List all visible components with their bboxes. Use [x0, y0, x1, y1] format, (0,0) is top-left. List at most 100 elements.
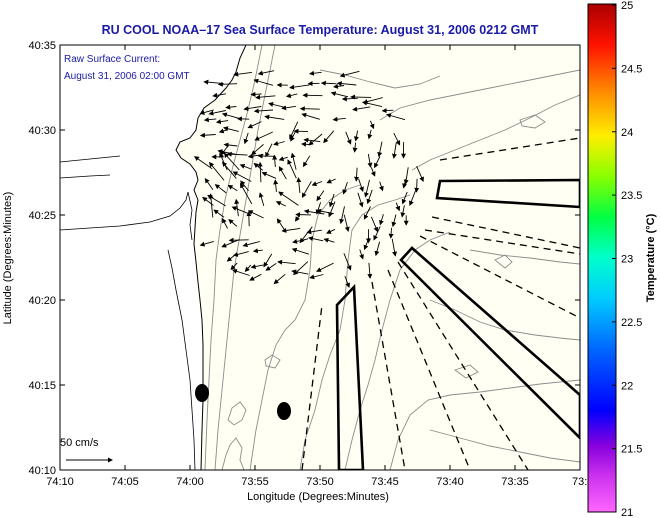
current-vector — [281, 227, 301, 233]
marker-buoy-1 — [195, 384, 209, 402]
current-vector — [370, 216, 379, 233]
current-vector — [330, 91, 349, 98]
x-tick-label: 73:45 — [371, 476, 399, 488]
current-vector — [208, 110, 226, 116]
current-vector — [208, 193, 214, 218]
current-vector — [403, 167, 409, 185]
current-vector — [265, 263, 277, 271]
colorbar-tick-label: 21 — [621, 507, 633, 518]
current-vector — [332, 116, 346, 122]
vector-scale-label: 50 cm/s — [60, 437, 99, 449]
current-vector — [272, 154, 278, 167]
current-vector — [359, 249, 364, 260]
current-vector — [328, 193, 335, 208]
x-axis: 74:10 74:05 74:00 73:55 73:50 73:45 73:40 73:35… — [46, 45, 593, 488]
current-annotation-line2: August 31, 2006 02:00 GMT — [64, 71, 190, 82]
current-vector — [302, 92, 323, 98]
current-vector — [343, 253, 352, 271]
current-vector — [301, 180, 312, 198]
current-vector — [306, 229, 322, 235]
current-vector — [199, 109, 214, 115]
current-vector — [223, 142, 238, 148]
river-outline — [60, 155, 121, 179]
current-vector — [232, 251, 249, 257]
current-vector — [309, 274, 324, 280]
y-tick-label: 40:10 — [28, 465, 56, 477]
bay-outline — [60, 191, 193, 241]
current-vector — [247, 121, 262, 129]
current-vector — [243, 105, 262, 112]
current-vector — [214, 184, 227, 194]
current-vector — [391, 214, 397, 228]
current-annotation-line1: Raw Surface Current: — [64, 54, 160, 65]
current-vector — [244, 264, 252, 273]
colorbar-tick-label: 22 — [621, 380, 633, 392]
current-vector — [278, 156, 288, 162]
current-vector — [377, 141, 383, 158]
current-vector — [409, 189, 417, 207]
current-vector — [378, 181, 384, 192]
current-vector — [221, 239, 240, 248]
current-vector — [416, 166, 424, 183]
current-vector — [374, 156, 381, 169]
current-vector — [217, 81, 238, 87]
colorbar-tick-label: 24 — [621, 127, 633, 139]
x-tick-label: 74:10 — [46, 476, 74, 488]
current-vector — [243, 132, 249, 145]
current-vector — [287, 159, 297, 179]
current-vector — [362, 100, 383, 108]
current-vector — [208, 161, 225, 181]
current-vector — [339, 206, 345, 225]
current-vector — [228, 219, 238, 227]
current-vector — [213, 209, 225, 218]
current-vector — [199, 132, 216, 138]
marker-buoy-2 — [277, 402, 291, 420]
current-vector — [254, 131, 273, 141]
current-vector — [296, 177, 302, 193]
current-vector — [291, 247, 310, 255]
current-vector — [252, 248, 263, 254]
current-vector — [291, 269, 309, 275]
current-vector — [342, 181, 348, 195]
current-vector — [236, 116, 250, 122]
current-vector — [199, 240, 214, 247]
current-vector — [308, 133, 323, 146]
colorbar-ticks: 25 24.5 24 23.5 23 22.5 22 21.5 21 — [612, 0, 642, 518]
y-tick-label: 40:35 — [28, 40, 56, 52]
current-vector — [303, 137, 321, 143]
current-vector — [281, 105, 296, 111]
y-tick-label: 40:20 — [28, 295, 56, 307]
current-vector — [316, 262, 334, 272]
current-vector — [231, 268, 250, 276]
current-vector — [249, 273, 262, 281]
current-vector — [363, 237, 370, 251]
x-tick-label: 74:05 — [111, 476, 139, 488]
current-vector — [246, 211, 252, 227]
colorbar-tick-label: 21.5 — [621, 444, 642, 456]
current-vector — [257, 161, 263, 183]
current-vector — [358, 178, 364, 192]
surface-current-vectors — [193, 70, 424, 289]
colorbar-tick-label: 25 — [621, 0, 633, 12]
current-vector — [400, 205, 406, 218]
current-vector — [301, 112, 320, 120]
current-vector — [309, 70, 322, 76]
current-vector — [311, 181, 323, 187]
current-vector — [395, 202, 401, 212]
current-vector — [350, 94, 372, 100]
current-vector — [258, 192, 265, 207]
x-tick-label: 73:35 — [501, 476, 529, 488]
current-vector — [352, 106, 371, 112]
current-vector — [239, 164, 252, 170]
current-vector — [278, 191, 299, 206]
current-vector — [292, 238, 309, 244]
current-vector — [308, 236, 324, 242]
current-vector — [223, 126, 239, 132]
dashed-reference-lines — [301, 137, 580, 470]
current-vector — [257, 70, 275, 76]
current-vector — [273, 273, 286, 285]
current-vector — [414, 178, 420, 193]
current-vector — [326, 228, 336, 234]
current-vector — [223, 152, 240, 171]
